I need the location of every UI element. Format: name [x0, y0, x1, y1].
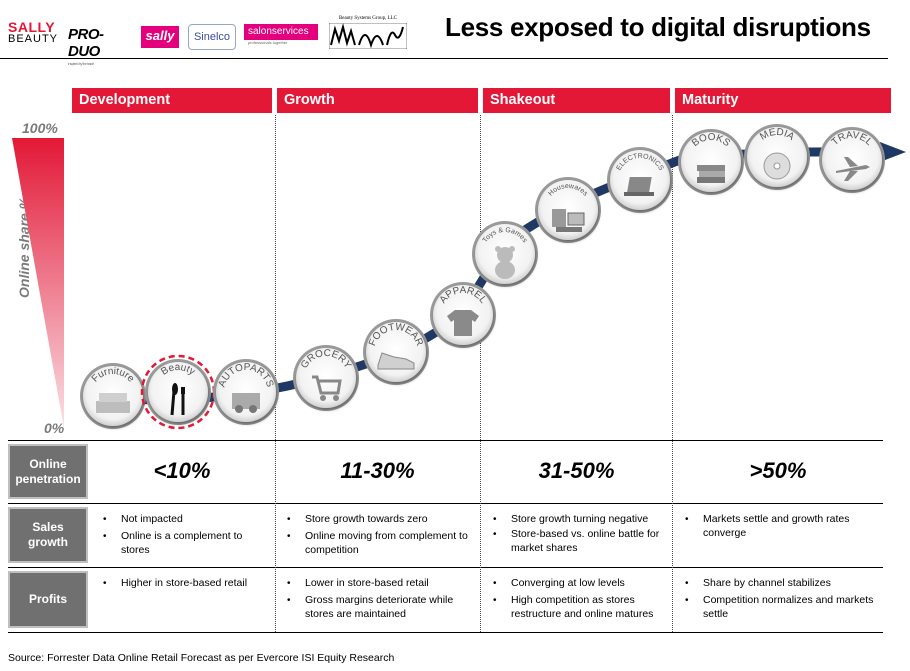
- profits-growth: Lower in store-based retail Gross margin…: [282, 577, 478, 625]
- table-bottom-rule: [8, 632, 883, 633]
- online-share-wedge: [12, 138, 64, 428]
- list-item: Online is a complement to stores: [98, 530, 270, 558]
- category-housewares: Housewares: [535, 177, 601, 243]
- sales-growth-maturity: Markets settle and growth rates converge: [680, 513, 880, 544]
- row-header-online-penetration: Online penetration: [8, 444, 88, 499]
- list-item: Online moving from complement to competi…: [282, 530, 478, 558]
- table-row-rule: [8, 503, 883, 504]
- sally-beauty-logo: SALLY BEAUTY: [8, 19, 59, 45]
- source-note: Source: Forrester Data Online Retail For…: [8, 652, 395, 664]
- list-item: Share by channel stabilizes: [680, 577, 880, 591]
- phase-growth: Growth: [277, 88, 478, 113]
- list-item: Markets settle and growth rates converge: [680, 513, 880, 541]
- category-apparel: APPAREL: [430, 282, 496, 348]
- category-label: Furniture: [90, 366, 137, 385]
- salon-services-logo: salonservices professionals together: [244, 24, 318, 50]
- list-item: Store growth towards zero: [282, 513, 478, 527]
- books-icon: [697, 165, 725, 183]
- category-circle: [822, 130, 882, 190]
- category-label: BOOKS: [690, 132, 732, 149]
- category-label: TRAVEL: [830, 130, 875, 148]
- list-item: Store growth turning negative: [488, 513, 672, 527]
- list-item: Lower in store-based retail: [282, 577, 478, 591]
- y-axis-top-label: 100%: [22, 120, 58, 136]
- airplane-icon: [836, 157, 870, 181]
- bsg-logo: Beauty Systems Group, LLC: [326, 16, 410, 56]
- phase-development: Development: [72, 88, 272, 113]
- penetration-development: <10%: [153, 458, 211, 483]
- phase-divider: [275, 115, 276, 440]
- category-circle: [296, 348, 356, 408]
- penetration-shakeout: 31-50%: [538, 458, 615, 483]
- row-header-profits: Profits: [8, 571, 88, 628]
- sales-growth-shakeout: Store growth turning negative Store-base…: [488, 513, 672, 559]
- phase-divider: [672, 115, 673, 440]
- sally-logo: sally: [141, 26, 179, 48]
- category-electronics: ELECTRONICS: [607, 147, 673, 213]
- shopping-cart-icon: [312, 375, 342, 401]
- list-item: Gross margins deteriorate while stores a…: [282, 594, 478, 622]
- list-item: High competition as stores restructure a…: [488, 594, 672, 622]
- category-books: BOOKS: [678, 129, 744, 195]
- category-circle: [216, 362, 276, 422]
- teddy-bear-icon: [495, 246, 515, 279]
- sales-growth-development: Not impacted Online is a complement to s…: [98, 513, 270, 561]
- category-media: MEDIA: [744, 124, 810, 190]
- category-circle: [148, 362, 208, 422]
- car-parts-icon: [232, 393, 260, 413]
- penetration-growth: 11-30%: [340, 458, 415, 483]
- cd-icon: [763, 152, 791, 180]
- makeup-brush-icon: [170, 383, 185, 416]
- bsg-artwork-icon: [329, 23, 407, 49]
- profits-development: Higher in store-based retail: [98, 577, 270, 594]
- laptop-icon: [624, 177, 654, 196]
- category-circle: [681, 132, 741, 192]
- phase-maturity: Maturity: [675, 88, 891, 113]
- table-top-rule: [8, 440, 883, 441]
- table-column-divider: [275, 441, 276, 632]
- list-item: Competition normalizes and markets settl…: [680, 594, 880, 622]
- profits-shakeout: Converging at low levels High competitio…: [488, 577, 672, 625]
- y-axis-bottom-label: 0%: [44, 420, 65, 436]
- category-furniture: Furniture: [80, 363, 146, 429]
- profits-maturity: Share by channel stabilizes Competition …: [680, 577, 880, 625]
- category-beauty: Beauty: [140, 354, 216, 430]
- phase-shakeout: Shakeout: [483, 88, 670, 113]
- list-item: Higher in store-based retail: [98, 577, 270, 591]
- curve-arrowhead: [880, 142, 906, 162]
- list-item: Store-based vs. online battle for market…: [488, 528, 672, 556]
- sofa-icon: [96, 393, 130, 413]
- category-travel: TRAVEL: [819, 127, 885, 193]
- sales-growth-growth: Store growth towards zero Online moving …: [282, 513, 478, 561]
- row-header-sales-growth: Sales growth: [8, 507, 88, 563]
- sneaker-icon: [377, 352, 415, 370]
- kitchen-appliances-icon: [552, 209, 585, 232]
- table-column-divider: [480, 441, 481, 632]
- page-title: Less exposed to digital disruptions: [445, 12, 871, 42]
- category-footwear: FOOTWEAR: [363, 319, 429, 385]
- header-divider: [0, 58, 888, 59]
- table-row-rule: [8, 567, 883, 568]
- category-autoparts: AUTOPARTS: [213, 359, 279, 425]
- pro-duo-logo: PRO-DUO inspired by the trade: [68, 26, 104, 66]
- sinelco-logo: Sinelco: [188, 24, 236, 50]
- table-column-divider: [672, 441, 673, 632]
- list-item: Not impacted: [98, 513, 270, 527]
- list-item: Converging at low levels: [488, 577, 672, 591]
- penetration-maturity: >50%: [749, 458, 807, 483]
- category-toys-games: Toys & Games: [472, 221, 538, 287]
- tshirt-icon: [447, 310, 479, 336]
- category-grocery: GROCERY: [293, 345, 359, 411]
